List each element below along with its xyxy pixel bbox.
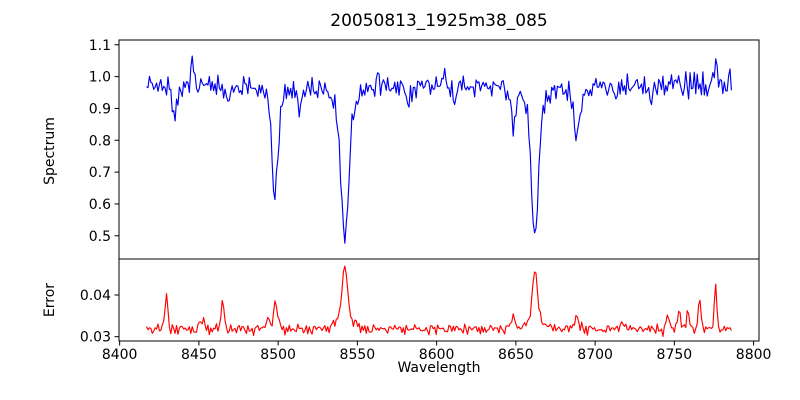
x-axis-label: Wavelength bbox=[397, 360, 481, 376]
x-tick-label: 8600 bbox=[419, 347, 455, 363]
y-tick-label: 0.04 bbox=[80, 288, 111, 304]
chart-title: 20050813_1925m38_085 bbox=[330, 11, 548, 31]
y-tick-label: 0.6 bbox=[89, 197, 111, 213]
spectrum-line bbox=[146, 55, 732, 244]
x-tick-label: 8800 bbox=[736, 347, 772, 363]
y-tick-label: 0.5 bbox=[89, 229, 111, 245]
x-tick-label: 8700 bbox=[577, 347, 613, 363]
x-tick-label: 8400 bbox=[102, 347, 138, 363]
y-tick-label: 1.1 bbox=[89, 38, 111, 54]
x-tick-label: 8550 bbox=[340, 347, 376, 363]
y-tick-label: 1.0 bbox=[89, 70, 111, 86]
panel-frame-error bbox=[118, 258, 760, 342]
panel-frame-spectrum bbox=[118, 39, 760, 260]
y-tick-label: 0.03 bbox=[80, 330, 111, 346]
x-tick-label: 8450 bbox=[181, 347, 217, 363]
x-tick-label: 8750 bbox=[657, 347, 693, 363]
y-tick-label: 0.8 bbox=[89, 133, 111, 149]
y-tick-label: 0.7 bbox=[89, 165, 111, 181]
x-tick-label: 8500 bbox=[260, 347, 296, 363]
error-line bbox=[146, 265, 732, 338]
y-tick-label: 0.9 bbox=[89, 101, 111, 117]
x-tick-label: 8650 bbox=[498, 347, 534, 363]
